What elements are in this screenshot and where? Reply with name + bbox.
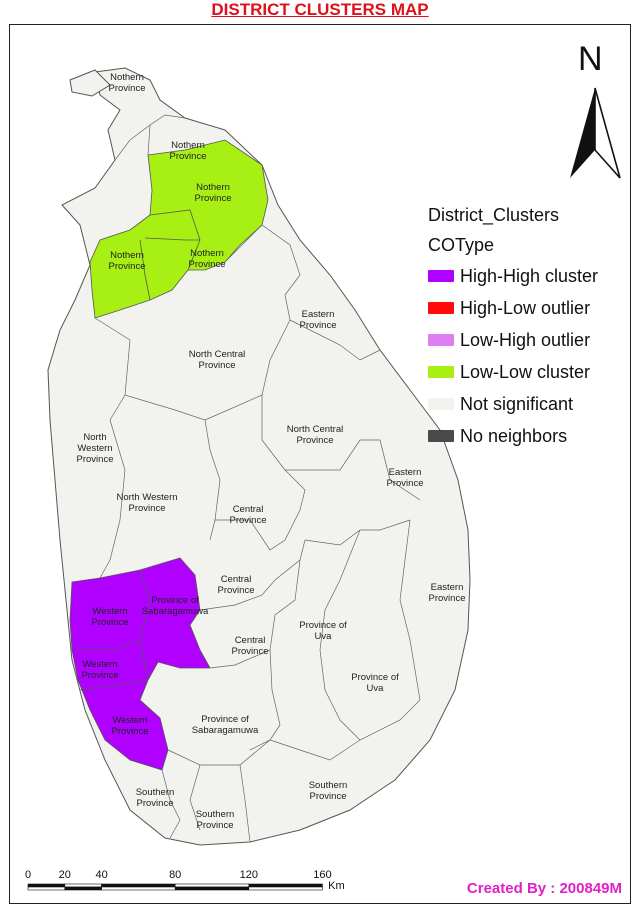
north-arrow — [570, 87, 621, 179]
scale-tick-label: 40 — [95, 869, 107, 881]
legend-swatch — [428, 430, 454, 442]
scale-segment — [27, 886, 66, 891]
district-label: Nothern Province — [189, 248, 226, 270]
legend-item-3: Low-Low cluster — [428, 356, 598, 388]
legend-swatch — [428, 270, 454, 282]
district-label: North Central Province — [287, 424, 344, 446]
scale-tick-label: 80 — [169, 869, 181, 881]
district-label: Nothern Province — [170, 140, 207, 162]
scale-segment — [248, 886, 323, 891]
island-north-tip — [69, 69, 111, 97]
district-label: Central Province — [232, 635, 269, 657]
district-label: Southern Province — [309, 780, 348, 802]
district-label: Province of Uva — [299, 620, 347, 642]
legend-label: Not significant — [460, 393, 574, 414]
scale-tick-label: 0 — [25, 869, 31, 881]
legend-item-0: High-High cluster — [428, 260, 598, 292]
scale-segment — [64, 883, 102, 888]
district-label: Western Province — [112, 715, 149, 737]
legend-item-2: Low-High outlier — [428, 324, 598, 356]
north-arrow-icon — [570, 88, 595, 178]
district-label: Western Province — [82, 659, 119, 681]
district-label: Southern Province — [136, 787, 175, 809]
district-label: North Western Province — [77, 432, 114, 465]
district-low-low-1[interactable] — [89, 139, 269, 319]
legend-item-1: High-Low outlier — [428, 292, 598, 324]
legend-swatch — [428, 398, 454, 410]
district-label: Eastern Province — [387, 467, 424, 489]
scale-segment — [101, 883, 176, 888]
district-boundaries — [94, 114, 421, 843]
scale-segment — [101, 886, 176, 891]
district-label: Eastern Province — [429, 582, 466, 604]
district-label: Nothern Province — [195, 182, 232, 204]
district-label: Nothern Province — [109, 250, 146, 272]
scale-segment — [174, 883, 250, 888]
legend-subheading: COType — [428, 235, 495, 255]
scale-segment — [64, 886, 102, 891]
north-arrow-label: N — [578, 40, 603, 78]
district-high-high-divider — [74, 569, 151, 691]
scale-segment — [174, 886, 250, 891]
district-label: Southern Province — [196, 809, 235, 831]
legend-label: High-High cluster — [460, 265, 599, 286]
map-title: DISTRICT CLUSTERS MAP — [211, 0, 429, 19]
legend-label: Low-High outlier — [460, 329, 591, 350]
legend-swatch — [428, 302, 454, 314]
legend-item-5: No neighbors — [428, 420, 598, 452]
legend-label: No neighbors — [460, 425, 568, 446]
legend-swatch — [428, 334, 454, 346]
legend: District_Clusters COType High-High clust… — [428, 200, 598, 452]
district-label: Province of Sabaragamuwa — [142, 595, 209, 617]
district-label: Province of Uva — [351, 672, 399, 694]
legend-swatch — [428, 366, 454, 378]
district-label: Eastern Province — [300, 309, 337, 331]
scale-unit-label: Km — [328, 880, 345, 892]
legend-item-4: Not significant — [428, 388, 598, 420]
scale-segment — [248, 883, 323, 888]
legend-label: High-Low outlier — [460, 297, 591, 318]
district-label: North Western Province — [116, 492, 177, 514]
scale-tick-label: 160 — [313, 869, 331, 881]
district-label: Central Province — [230, 504, 267, 526]
district-label: Nothern Province — [109, 72, 146, 94]
scale-tick-label: 120 — [240, 869, 258, 881]
district-label: Province of Sabaragamuwa — [192, 714, 259, 736]
district-label: North Central Province — [189, 349, 246, 371]
credit-text: Created By : 200849M — [466, 880, 622, 897]
district-label: Central Province — [218, 574, 255, 596]
scale-segment — [27, 883, 66, 888]
scale-tick-label: 20 — [59, 869, 71, 881]
legend-heading: District_Clusters — [428, 205, 560, 225]
district-label: Western Province — [92, 606, 129, 628]
district-low-low-divider — [139, 209, 201, 301]
legend-label: Low-Low cluster — [460, 361, 591, 382]
